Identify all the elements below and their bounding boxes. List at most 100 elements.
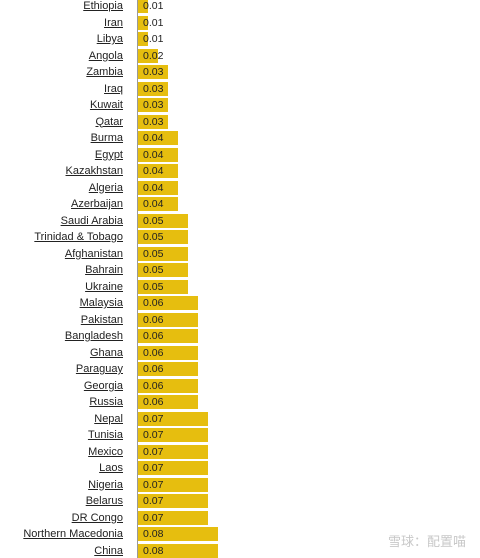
category-label: Tunisia xyxy=(87,429,123,441)
data-label: 0.05 xyxy=(143,280,164,293)
y-axis-line xyxy=(137,0,138,558)
category-label: Afghanistan xyxy=(64,247,123,260)
category-label: China xyxy=(94,544,123,557)
bar xyxy=(138,279,188,294)
bar xyxy=(138,213,188,228)
category-label: Ukraine xyxy=(85,280,123,293)
bar xyxy=(138,428,208,442)
data-label: 0.03 xyxy=(143,82,164,95)
category-label: Bahrain xyxy=(85,264,123,276)
watermark: 雪球：配置喵 xyxy=(388,531,466,550)
category-label: Nepal xyxy=(94,412,123,425)
category-label: Qatar xyxy=(95,115,123,128)
data-label: 0.04 xyxy=(143,198,164,210)
bar xyxy=(138,395,198,409)
category-label: Iraq xyxy=(104,82,123,95)
category-label: Georgia xyxy=(83,379,123,392)
bar xyxy=(138,164,178,178)
data-label: 0.01 xyxy=(143,33,164,45)
bar xyxy=(138,296,198,310)
bar xyxy=(138,114,168,129)
category-label: Ghana xyxy=(89,346,123,359)
bar xyxy=(138,527,218,541)
category-label: Saudi Arabia xyxy=(60,214,123,227)
data-label: 0.06 xyxy=(143,346,164,359)
bar xyxy=(138,0,148,13)
bar xyxy=(138,131,178,145)
category-label: Malaysia xyxy=(79,297,123,309)
data-label: 0.07 xyxy=(143,462,164,474)
category-label: Libya xyxy=(96,33,123,45)
bar xyxy=(138,461,208,475)
data-label: 0.08 xyxy=(143,544,164,557)
data-label: 0.05 xyxy=(143,247,164,260)
data-label: 0.07 xyxy=(143,445,164,458)
bar xyxy=(138,197,178,211)
bar xyxy=(138,329,198,343)
bar xyxy=(138,180,178,195)
data-label: 0.03 xyxy=(143,115,164,128)
bar xyxy=(138,15,148,30)
category-label: Angola xyxy=(88,49,123,62)
bar xyxy=(138,32,148,46)
bar xyxy=(138,246,188,261)
category-label: Iran xyxy=(104,16,123,29)
category-label: Azerbaijan xyxy=(71,198,123,210)
data-label: 0.06 xyxy=(143,330,164,342)
data-label: 0.02 xyxy=(143,49,164,62)
bar xyxy=(138,411,208,426)
data-label: 0.06 xyxy=(143,297,164,309)
data-label: 0.07 xyxy=(143,478,164,491)
bar xyxy=(138,312,198,327)
category-label: Laos xyxy=(99,462,123,474)
category-label: Algeria xyxy=(88,181,123,194)
data-label: 0.07 xyxy=(143,429,164,441)
data-label: 0.06 xyxy=(143,363,164,375)
bar xyxy=(138,48,158,63)
data-label: 0.07 xyxy=(143,412,164,425)
bar xyxy=(138,444,208,459)
data-label: 0.01 xyxy=(143,0,164,12)
bar xyxy=(138,81,168,96)
data-label: 0.03 xyxy=(143,66,164,78)
data-label: 0.07 xyxy=(143,511,164,524)
bar xyxy=(138,362,198,376)
bar xyxy=(138,543,218,558)
bar xyxy=(138,65,168,79)
data-label: 0.05 xyxy=(143,231,164,243)
bar xyxy=(138,494,208,508)
data-label: 0.04 xyxy=(143,132,164,144)
data-label: 0.06 xyxy=(143,313,164,326)
watermark-text: 雪球：配置喵 xyxy=(387,535,466,550)
bar xyxy=(138,345,198,360)
category-label: Paraguay xyxy=(75,363,123,375)
category-label: Egypt xyxy=(94,148,123,161)
data-label: 0.04 xyxy=(143,181,164,194)
category-label: Northern Macedonia xyxy=(23,528,123,540)
data-label: 0.08 xyxy=(143,528,164,540)
category-label: Zambia xyxy=(86,66,123,78)
data-label: 0.04 xyxy=(143,165,164,177)
bar xyxy=(138,378,198,393)
data-label: 0.06 xyxy=(143,379,164,392)
bar xyxy=(138,147,178,162)
bar xyxy=(138,230,188,244)
category-label: Bangladesh xyxy=(64,330,123,342)
bar xyxy=(138,510,208,525)
data-label: 0.05 xyxy=(143,264,164,276)
category-label: Nigeria xyxy=(88,478,123,491)
bar xyxy=(138,263,188,277)
data-label: 0.03 xyxy=(143,99,164,111)
bar xyxy=(138,98,168,112)
data-label: 0.04 xyxy=(143,148,164,161)
category-label: Belarus xyxy=(85,495,123,507)
data-label: 0.06 xyxy=(143,396,164,408)
data-label: 0.07 xyxy=(143,495,164,507)
category-label: Burma xyxy=(90,132,123,144)
category-label: Mexico xyxy=(88,445,123,458)
category-label: Trinidad & Tobago xyxy=(34,231,123,243)
data-label: 0.05 xyxy=(143,214,164,227)
category-label: Kuwait xyxy=(89,99,123,111)
bar xyxy=(138,477,208,492)
